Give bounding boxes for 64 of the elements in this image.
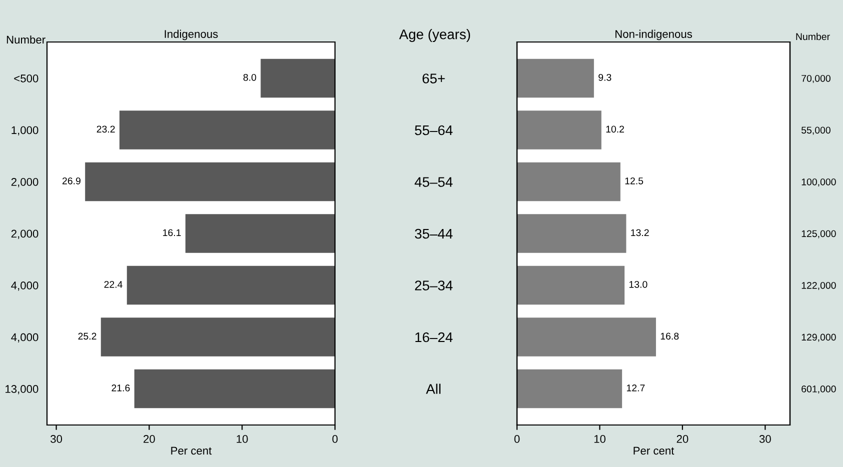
chart-title: Indigenous — [164, 30, 218, 40]
y-tick-label: 65+ — [422, 74, 445, 84]
x-tick-label: 20 — [144, 435, 155, 443]
bar — [517, 369, 622, 408]
bar — [517, 318, 656, 356]
bar — [100, 318, 335, 356]
bar — [517, 214, 626, 253]
y-tick-label: 45–54 — [414, 177, 453, 187]
data-label: 21.6 — [112, 384, 130, 392]
y-tick-label: 2,000 — [11, 178, 38, 188]
bar — [517, 266, 625, 305]
y2-tick-label: 129,000 — [802, 334, 836, 342]
data-label: 10.2 — [606, 126, 624, 133]
bar — [134, 369, 335, 408]
x-tick-label: 0 — [332, 435, 338, 443]
data-label: 12.5 — [625, 177, 644, 184]
bar — [85, 162, 335, 202]
y2-tick-label: 122,000 — [802, 282, 836, 290]
x-tick-label: 20 — [676, 435, 688, 443]
bar — [119, 110, 335, 150]
data-label: 8.0 — [243, 74, 256, 81]
bar — [126, 266, 335, 305]
bar — [517, 110, 602, 150]
data-label: 16.1 — [163, 229, 181, 236]
data-label: 25.2 — [78, 332, 96, 340]
y-tick-label: 2,000 — [11, 230, 38, 239]
y-tick-label: 13,000 — [6, 385, 38, 394]
data-label: 13.0 — [629, 280, 648, 288]
y-axis-title: Number — [6, 35, 46, 44]
x-axis-title: Per cent — [171, 446, 212, 455]
y-tick-label: 1,000 — [12, 126, 38, 136]
x-tick-label: 30 — [50, 435, 62, 443]
data-label: 13.2 — [631, 229, 649, 236]
bar — [260, 58, 335, 98]
x-tick-label: 0 — [514, 435, 520, 443]
data-label: 16.8 — [660, 332, 679, 340]
y2-tick-label: 100,000 — [802, 178, 836, 187]
y2-tick-label: 125,000 — [802, 230, 836, 238]
y-tick-label: <500 — [14, 74, 38, 82]
data-label: 26.9 — [62, 177, 80, 184]
y2-tick-label: 55,000 — [802, 126, 830, 135]
y-axis-title: Age (years) — [399, 29, 470, 42]
y2-tick-label: 601,000 — [802, 386, 836, 394]
y-tick-label: All — [426, 384, 440, 394]
data-label: 22.4 — [104, 280, 122, 288]
x-tick-label: 10 — [236, 435, 248, 443]
data-label: 23.2 — [96, 126, 115, 133]
data-label: 9.3 — [598, 74, 612, 81]
y-tick-label: 25–34 — [415, 280, 453, 290]
y-tick-label: 16–24 — [415, 332, 453, 342]
bar — [185, 214, 335, 253]
y-tick-label: 55–64 — [414, 125, 453, 136]
y-tick-label: 4,000 — [11, 333, 38, 342]
bar — [517, 58, 594, 98]
x-axis-title: Per cent — [634, 446, 674, 455]
y-tick-label: 35–44 — [414, 228, 453, 239]
bar — [517, 162, 620, 202]
x-tick-label: 10 — [594, 435, 606, 443]
x-tick-label: 30 — [759, 435, 771, 443]
y2-tick-label: 70,000 — [802, 74, 830, 83]
data-label: 12.7 — [626, 384, 645, 392]
y-tick-label: 4,000 — [11, 282, 38, 291]
y2-axis-title: Number — [796, 32, 830, 40]
chart-title: Non-indigenous — [616, 30, 692, 40]
